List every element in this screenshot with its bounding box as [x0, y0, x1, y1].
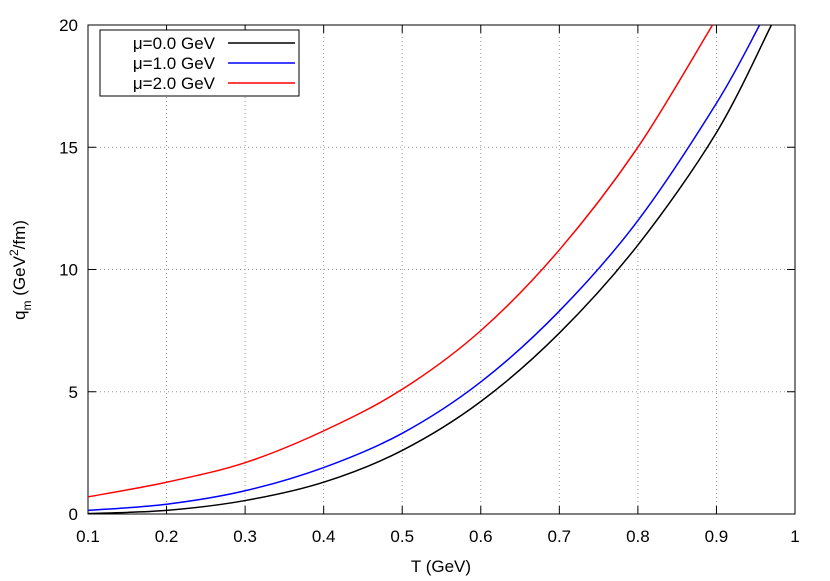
x-tick-label: 0.3 — [233, 527, 257, 546]
y-axis-label-part: m — [20, 300, 34, 310]
x-tick-label: 0.6 — [469, 527, 493, 546]
series-line — [87, 24, 761, 512]
x-tick-label: 1 — [790, 527, 799, 546]
y-tick-label: 15 — [59, 138, 78, 157]
series-line — [87, 24, 773, 515]
legend-label: μ=1.0 GeV — [133, 54, 216, 73]
legend-label: μ=2.0 GeV — [133, 74, 216, 93]
legend-label: μ=0.0 GeV — [133, 34, 216, 53]
x-axis-label: T (GeV) — [411, 557, 471, 576]
y-axis-label-part: q — [10, 310, 29, 319]
plot-frame — [87, 24, 796, 515]
x-tick-label: 0.9 — [705, 527, 729, 546]
x-tick-label: 0.5 — [390, 527, 414, 546]
y-tick-label: 0 — [69, 505, 78, 524]
x-tick-label: 0.8 — [626, 527, 650, 546]
x-tick-label: 0.4 — [312, 527, 336, 546]
y-axis-label-part: /fm) — [10, 220, 29, 249]
y-axis-label: qm (GeV2/fm) — [7, 220, 34, 320]
y-axis-label-part: (GeV — [10, 255, 29, 300]
series-line — [87, 24, 714, 498]
y-tick-label: 20 — [59, 16, 78, 35]
y-axis-label-part: 2 — [7, 249, 21, 256]
x-tick-label: 0.2 — [155, 527, 179, 546]
x-tick-label: 0.1 — [76, 527, 100, 546]
x-tick-label: 0.7 — [548, 527, 572, 546]
y-tick-label: 5 — [69, 383, 78, 402]
y-tick-label: 10 — [59, 261, 78, 280]
